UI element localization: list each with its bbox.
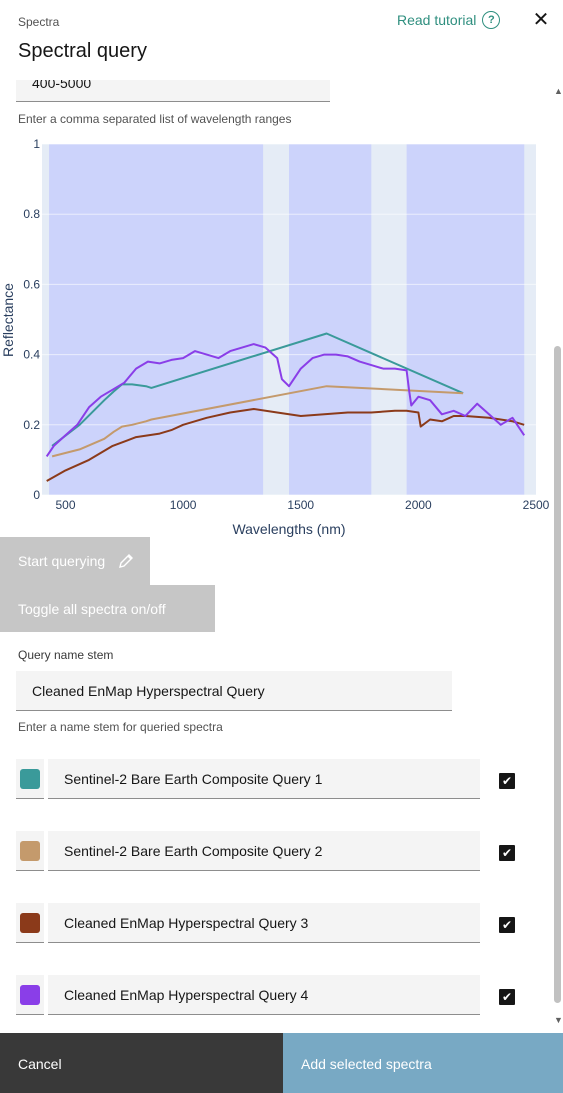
x-tick-label: 1000 [170,498,197,512]
scroll-down-icon[interactable]: ▼ [554,1015,563,1025]
color-swatch [20,769,40,789]
query-name-input[interactable]: Cleaned EnMap Hyperspectral Query [16,671,452,711]
help-icon: ? [482,11,501,29]
toggle-all-spectra-button[interactable]: Toggle all spectra on/off [0,585,215,632]
color-picker-button[interactable] [16,903,44,943]
spectrum-checkbox[interactable]: ✔ [499,773,515,789]
shaded-range-2 [289,144,372,495]
wavelength-range-helper: Enter a comma separated list of waveleng… [18,112,292,126]
shaded-range-3 [406,144,525,495]
pencil-icon [119,554,134,568]
color-swatch [20,985,40,1005]
series-line-4 [45,343,526,457]
cancel-button[interactable]: Cancel [0,1033,283,1093]
shaded-range-1 [49,144,264,495]
read-tutorial-label: Read tutorial [397,12,477,28]
spectrum-checkbox[interactable]: ✔ [499,845,515,861]
page-title: Spectral query [18,40,147,62]
x-tick-label: 2000 [405,498,432,512]
query-name-label: Query name stem [18,648,114,662]
spectrum-name-input[interactable]: Sentinel-2 Bare Earth Composite Query 2 [48,831,480,871]
y-tick-label: 0 [33,488,40,502]
breadcrumb: Spectra [18,15,60,29]
start-querying-label: Start querying [18,553,106,569]
color-swatch [20,913,40,933]
y-tick-label: 0.6 [23,277,40,291]
color-picker-button[interactable] [16,831,44,871]
color-picker-button[interactable] [16,975,44,1015]
toggle-all-label: Toggle all spectra on/off [18,600,166,617]
y-axis-label: Reflectance [0,283,16,357]
color-swatch [20,841,40,861]
query-name-helper: Enter a name stem for queried spectra [18,720,223,734]
modal-header: Spectra Spectral query Read tutorial ? ✕ [0,0,563,80]
series-line-3 [46,408,525,482]
series-line-2 [51,385,464,458]
scrollbar-thumb[interactable] [554,346,561,1003]
scrollbar[interactable]: ▲ ▼ [552,80,563,1033]
y-tick-label: 0.8 [23,207,40,221]
modal-body: 400-5000 Enter a comma separated list of… [0,68,550,1015]
spectrum-name-input[interactable]: Sentinel-2 Bare Earth Composite Query 1 [48,759,480,799]
start-querying-button[interactable]: Start querying [0,537,150,585]
spectrum-name-input[interactable]: Cleaned EnMap Hyperspectral Query 3 [48,903,480,943]
x-axis-label: Wavelengths (nm) [232,521,345,537]
modal-footer: Cancel Add selected spectra [0,1033,563,1093]
spectrum-checkbox[interactable]: ✔ [499,917,515,933]
y-tick-label: 0.2 [23,418,40,432]
scroll-up-icon[interactable]: ▲ [554,86,563,96]
x-tick-label: 500 [56,498,76,512]
x-tick-label: 1500 [287,498,314,512]
spectrum-checkbox[interactable]: ✔ [499,989,515,1005]
add-selected-spectra-button[interactable]: Add selected spectra [283,1033,563,1093]
y-tick-label: 0.4 [23,348,40,362]
spectrum-name-input[interactable]: Cleaned EnMap Hyperspectral Query 4 [48,975,480,1015]
close-icon[interactable]: ✕ [532,9,550,31]
series-line-1 [51,332,464,447]
color-picker-button[interactable] [16,759,44,799]
y-tick-label: 1 [33,137,40,151]
read-tutorial-link[interactable]: Read tutorial ? [397,11,501,29]
x-tick-label: 2500 [523,498,550,512]
